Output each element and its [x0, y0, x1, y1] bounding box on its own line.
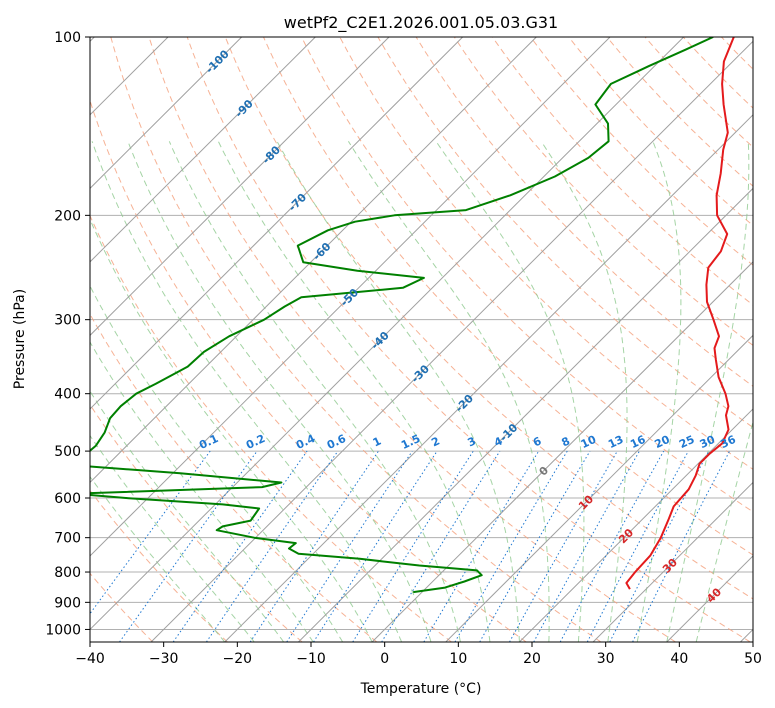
mixing-ratio-label: 30 — [698, 433, 718, 451]
mixing-ratio-line — [381, 450, 501, 642]
x-tick-label: −10 — [296, 651, 326, 667]
dewpoint-profile-line — [90, 37, 714, 594]
dry-adiabat — [90, 313, 378, 642]
moist-adiabat — [90, 434, 255, 642]
dry-adiabat — [90, 403, 303, 642]
y-tick-label: 600 — [54, 491, 81, 507]
dry-adiabat — [148, 37, 676, 642]
plot-area — [90, 37, 753, 642]
moist-adiabat — [540, 141, 628, 642]
dry-adiabat — [224, 37, 753, 600]
isotherm-line — [90, 37, 685, 631]
y-tick-label: 900 — [54, 595, 81, 611]
isotherm-line — [298, 187, 753, 642]
isotherm-line — [90, 37, 243, 190]
moist-adiabat — [168, 141, 461, 642]
dry-adiabat — [301, 37, 753, 513]
y-tick-label: 1000 — [45, 622, 81, 638]
y-tick-label: 100 — [54, 30, 81, 46]
mixing-ratio-line — [479, 450, 591, 642]
isotherm-line — [592, 481, 753, 642]
mixing-ratio-label: 13 — [606, 433, 625, 451]
mixing-ratio-line — [533, 450, 640, 642]
moist-adiabat — [90, 341, 314, 642]
isotherm-line — [90, 37, 537, 484]
y-tick-label: 400 — [54, 387, 81, 403]
dry-adiabat — [453, 37, 753, 346]
dry-adiabat — [491, 37, 753, 306]
mixing-ratio-line — [313, 450, 438, 642]
x-tick-label: 40 — [670, 651, 688, 667]
dry-adiabat — [186, 37, 751, 642]
plot-frame — [89, 36, 754, 643]
x-tick-label: 30 — [597, 651, 615, 667]
moist-adiabat — [127, 141, 432, 642]
moist-adiabat — [347, 141, 550, 642]
isotherm-line — [90, 37, 611, 557]
axis-ticks: −40 −30 −20 −10 0 10 20 30 40 50 100 200 300 400 500 60… — [45, 30, 762, 667]
dry-adiabat — [110, 37, 602, 642]
isotherm-line — [90, 37, 464, 410]
isotherm-line — [445, 334, 753, 642]
mixing-ratio-line — [423, 450, 540, 642]
isotherm-line — [224, 114, 753, 642]
mixing-ratio-line — [119, 450, 258, 642]
dry-adiabat — [606, 37, 753, 187]
x-axis-title: Temperature (°C) — [360, 681, 482, 697]
moist-adiabat — [90, 390, 285, 642]
dry-adiabat — [415, 37, 753, 387]
mixing-ratio-label: 16 — [628, 433, 648, 451]
mixing-ratio-line — [352, 450, 474, 642]
dry-adiabat — [339, 37, 753, 470]
mixing-ratio-line — [205, 450, 339, 642]
y-tick-label: 300 — [54, 313, 81, 329]
mixing-ratio-line — [559, 450, 665, 642]
y-tick-label: 200 — [54, 208, 81, 224]
x-tick-label: 50 — [744, 651, 762, 667]
mixing-ratio-label: 36 — [718, 433, 738, 451]
dry-adiabat — [568, 37, 753, 227]
x-tick-label: −20 — [223, 651, 253, 667]
x-tick-label: 20 — [523, 651, 541, 667]
y-axis-title: Pressure (hPa) — [12, 289, 28, 389]
dry-adiabat — [263, 37, 753, 556]
x-tick-label: 0 — [380, 651, 389, 667]
mixing-ratio-label: 10 — [579, 433, 599, 451]
isotherm-line — [90, 37, 390, 337]
isotherm-line — [371, 261, 753, 642]
dry-adiabat — [377, 37, 753, 429]
x-tick-label: −30 — [149, 651, 179, 667]
x-tick-label: 10 — [449, 651, 467, 667]
y-tick-label: 800 — [54, 565, 81, 581]
mixing-ratio-line — [454, 450, 568, 642]
dry-adiabat — [90, 98, 527, 642]
temperature-profile-line — [625, 37, 735, 590]
isotherm-line — [90, 37, 316, 263]
mixing-ratio-label: 25 — [677, 433, 696, 451]
moist-adiabat — [90, 218, 373, 642]
mixing-ratio-line — [509, 450, 618, 642]
moist-adiabat — [217, 141, 491, 642]
moist-adiabat — [276, 141, 520, 642]
moist-adiabat — [636, 141, 682, 642]
chart-title: wetPf2_C2E1.2026.001.05.03.G31 — [284, 13, 558, 33]
mixing-ratio-line — [172, 450, 308, 642]
dry-adiabat — [90, 214, 452, 642]
mixing-ratio-label: 20 — [652, 433, 672, 451]
moist-adiabat — [666, 141, 750, 642]
moist-adiabat — [435, 141, 585, 642]
x-tick-label: −40 — [75, 651, 105, 667]
isotherm-line — [150, 40, 753, 642]
isotherm-line — [519, 408, 753, 642]
y-tick-label: 500 — [54, 444, 81, 460]
y-tick-label: 700 — [54, 531, 81, 547]
dry-adiabat — [644, 37, 753, 148]
